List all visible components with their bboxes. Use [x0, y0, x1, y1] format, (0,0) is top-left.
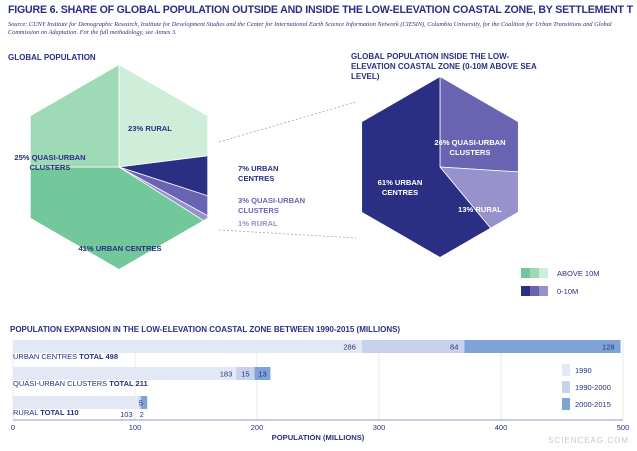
- label-coastal-quasi-line1: 26% QUASI-URBAN: [434, 138, 505, 147]
- source-note: Source: CUNY Institute for Demographic R…: [8, 21, 612, 37]
- bar-2-2: [141, 396, 148, 409]
- bar-label-0-0: 286: [343, 343, 356, 352]
- bar-legend-label-0: 1990: [575, 366, 592, 375]
- global-hex-slice-2: [118, 166, 208, 247]
- category-label-1: QUASI-URBAN CLUSTERS TOTAL 211: [13, 379, 148, 388]
- label-global-lecz-urban-line2: CENTRES: [238, 174, 274, 183]
- bar-1-2: [254, 367, 271, 380]
- bar-label-1-1: 15: [241, 370, 249, 379]
- bar-label-2-0: 103: [120, 410, 133, 419]
- label-global-quasi-line1: 25% QUASI-URBAN: [14, 153, 85, 162]
- bar-chart-title: POPULATION EXPANSION IN THE LOW-ELEVATIO…: [10, 325, 401, 334]
- global-hex-slice-3: [118, 166, 208, 255]
- label-global-lecz-urban-line1: 7% URBAN: [238, 164, 279, 173]
- bar-label-0-2: 128: [602, 343, 615, 352]
- bar-2-0: [13, 396, 139, 409]
- category-label-0: URBAN CENTRES TOTAL 498: [13, 352, 118, 361]
- global-hex-slice-1: [118, 146, 208, 218]
- bar-label-2-1: 2: [140, 410, 144, 419]
- global-hex-slice-0: [118, 65, 208, 168]
- watermark: SCIENCEAG.COM: [547, 436, 629, 445]
- global-population-title: GLOBAL POPULATION: [8, 53, 96, 62]
- x-axis-label: POPULATION (MILLIONS): [272, 433, 365, 442]
- global-hex-slice-5: [30, 65, 120, 168]
- legend-swatch-1-0: [521, 286, 530, 296]
- bar-legend-swatch-2: [562, 398, 570, 410]
- label-global-urban-centres: 41% URBAN CENTRES: [78, 244, 161, 253]
- bar-0-2: [464, 340, 621, 353]
- label-global-lecz-quasi-line2: CLUSTERS: [238, 206, 279, 215]
- bar-0-1: [361, 340, 465, 353]
- bar-label-1-2: 13: [258, 370, 266, 379]
- legend-swatch-1-2: [539, 286, 548, 296]
- legend-swatch-0-1: [530, 268, 539, 278]
- x-tick-3: 300: [373, 423, 386, 432]
- global-hex-slice-4: [30, 166, 208, 269]
- label-coastal-rural: 13% RURAL: [458, 205, 502, 214]
- legend-swatch-1-1: [530, 286, 539, 296]
- legend-swatch-0-0: [521, 268, 530, 278]
- label-global-rural: 23% RURAL: [128, 124, 172, 133]
- legend-label-1: 0-10M: [557, 287, 578, 296]
- bar-legend-label-2: 2000-2015: [575, 400, 611, 409]
- bar-legend-swatch-1: [562, 381, 570, 393]
- label-global-lecz-rural: 1% RURAL: [238, 219, 278, 228]
- label-global-quasi-line2: CLUSTERS: [30, 163, 71, 172]
- label-coastal-urban-line2: CENTRES: [382, 188, 418, 197]
- label-global-lecz-quasi-line1: 3% QUASI-URBAN: [238, 196, 305, 205]
- connector-line-bottom: [218, 229, 357, 239]
- x-tick-1: 100: [129, 423, 142, 432]
- bar-label-1-0: 183: [220, 370, 233, 379]
- category-label-2: RURAL TOTAL 110: [13, 408, 79, 417]
- legend-swatch-0-2: [539, 268, 548, 278]
- coastal-zone-title: GLOBAL POPULATION INSIDE THE LOW-ELEVATI…: [351, 52, 537, 81]
- bar-1-1: [236, 367, 255, 380]
- bar-label-2-2: 5: [139, 399, 143, 408]
- bar-label-0-1: 84: [450, 343, 458, 352]
- bar-legend-swatch-0: [562, 364, 570, 376]
- x-tick-5: 500: [617, 423, 630, 432]
- bar-1-0: [13, 367, 237, 380]
- bar-2-1: [138, 396, 142, 409]
- bar-0-0: [13, 340, 362, 353]
- connector-line-top: [218, 101, 357, 143]
- figure-title: FIGURE 6. SHARE OF GLOBAL POPULATION OUT…: [8, 4, 633, 16]
- x-tick-0: 0: [11, 423, 15, 432]
- bar-legend-label-1: 1990-2000: [575, 383, 611, 392]
- x-tick-2: 200: [251, 423, 264, 432]
- legend-label-0: ABOVE 10M: [557, 269, 600, 278]
- x-tick-4: 400: [495, 423, 508, 432]
- label-coastal-urban-line1: 61% URBAN: [378, 178, 423, 187]
- label-coastal-quasi-line2: CLUSTERS: [450, 148, 491, 157]
